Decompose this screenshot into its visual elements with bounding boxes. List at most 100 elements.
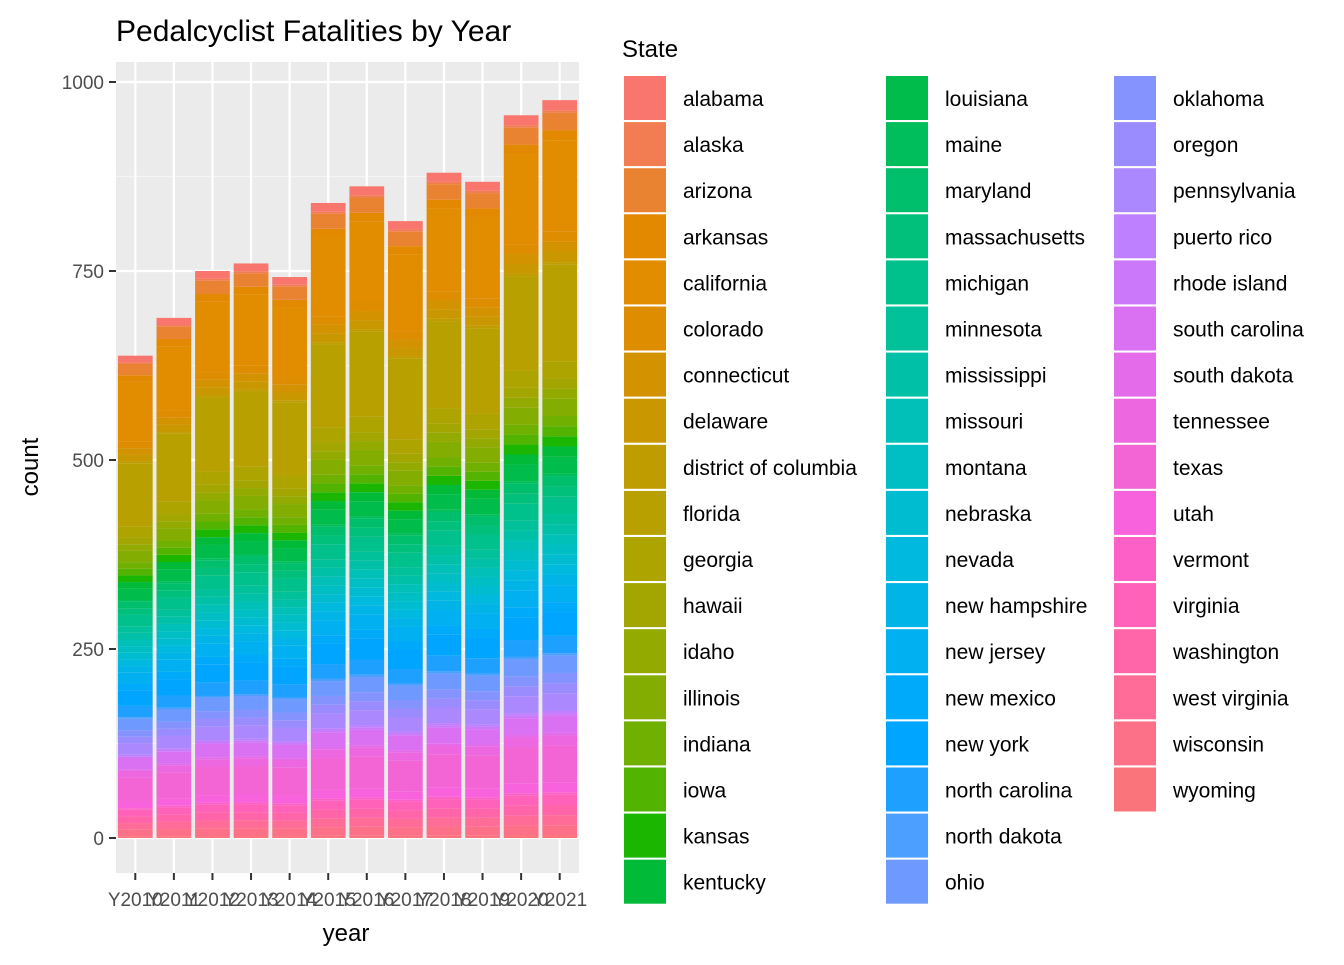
bar-segment-louisiana (542, 456, 578, 474)
bar-segment-michigan (195, 575, 230, 590)
bar-segment-indiana (349, 465, 385, 475)
legend-key (624, 537, 666, 581)
bar-segment-arkansas (388, 246, 423, 255)
bar-segment-west-virginia (465, 817, 500, 827)
bar-segment-indiana (465, 462, 500, 472)
bar-segment-virginia (195, 804, 230, 813)
bar-segment-kentucky (156, 562, 192, 570)
bar-segment-nevada (388, 609, 423, 619)
bar-segment-mississippi (465, 558, 500, 568)
x-tick-label: Y2020 (494, 890, 549, 911)
bar-segment-new-hampshire (117, 666, 153, 673)
bar-segment-district-of-columbia (426, 318, 462, 322)
bar-segment-indiana (272, 517, 307, 525)
legend-key (624, 629, 666, 674)
bar-segment-ohio (156, 709, 192, 722)
bar-segment-oregon (310, 704, 346, 714)
legend-key (1114, 675, 1156, 720)
bar-segment-new-jersey (272, 645, 307, 659)
bar-segment-virginia (503, 795, 539, 806)
bar-segment-new-hampshire (272, 638, 307, 646)
bar-segment-florida (349, 331, 385, 417)
bar-segment-vermont (117, 808, 153, 810)
legend-key (886, 398, 928, 443)
bar-segment-california (465, 217, 500, 299)
bar-segment-south-dakota (195, 757, 230, 760)
bar-segment-massachusetts (388, 544, 423, 553)
bar-segment-south-carolina (542, 715, 578, 733)
bar-segment-washington (503, 805, 539, 816)
legend-label: massachusetts (945, 226, 1085, 249)
bar-segment-georgia (272, 475, 307, 489)
legend-key (624, 583, 666, 628)
bar-segment-wyoming (233, 836, 269, 838)
bar-segment-indiana (195, 513, 230, 522)
bar-segment-wisconsin (272, 828, 307, 837)
legend-key (886, 675, 928, 720)
bar-segment-idaho (195, 492, 230, 501)
bar-segment-north-carolina (465, 658, 500, 674)
bar-segment-louisiana (117, 588, 153, 600)
x-axis-label: year (323, 920, 370, 947)
bar-segment-louisiana (310, 509, 346, 525)
bar-segment-west-virginia (388, 818, 423, 828)
bar-segment-texas (503, 747, 539, 784)
legend-key (886, 490, 928, 535)
legend-key (1114, 122, 1156, 167)
bar-segment-mississippi (542, 524, 578, 535)
bar-segment-maine (272, 561, 307, 564)
bar-segment-wyoming (117, 836, 153, 838)
bar-segment-maine (233, 554, 269, 557)
bar-segment-new-jersey (156, 659, 192, 672)
legend-key (624, 859, 666, 904)
bar-segment-florida (426, 321, 462, 409)
bar-segment-vermont (465, 797, 500, 800)
bar-segment-puerto-rico (117, 754, 153, 757)
bar-segment-missouri (426, 564, 462, 574)
legend-key (1114, 306, 1156, 351)
bar-segment-maine (310, 524, 346, 527)
bar-segment-maine (503, 481, 539, 484)
bar-segment-district-of-columbia (233, 389, 269, 392)
bar-segment-new-hampshire (195, 635, 230, 644)
bar-segment-washington (156, 814, 192, 822)
bar-segment-massachusetts (503, 493, 539, 504)
bar-segment-arizona (388, 231, 423, 247)
legend-label: arizona (683, 180, 752, 203)
legend-key (624, 490, 666, 535)
bar-segment-alaska (310, 211, 346, 214)
bar-segment-west-virginia (195, 820, 230, 829)
bar-segment-delaware (503, 263, 539, 274)
bar-segment-new-mexico (272, 658, 307, 667)
bar-segment-connecticut (117, 448, 153, 455)
bar-segment-indiana (233, 509, 269, 518)
bar-segment-delaware (195, 387, 230, 396)
bar-segment-pennsylvania (156, 735, 192, 749)
bar-segment-west-virginia (156, 821, 192, 830)
bar-segment-idaho (503, 397, 539, 408)
bar-segment-nevada (195, 628, 230, 636)
bar-segment-new-mexico (117, 683, 153, 691)
bar-segment-puerto-rico (195, 740, 230, 743)
legend-label: hawaii (683, 595, 743, 618)
bar-segment-new-hampshire (349, 605, 385, 615)
bar-segment-north-dakota (272, 697, 307, 700)
bar-segment-wisconsin (542, 825, 578, 836)
bar-segment-north-dakota (388, 683, 423, 686)
bar-segment-hawaii (272, 488, 307, 497)
bar-segment-nebraska (542, 554, 578, 565)
bar-segment-alabama (117, 355, 153, 363)
bar-segment-louisiana (233, 541, 269, 555)
legend-key (1114, 352, 1156, 397)
legend-key (886, 859, 928, 904)
bar-segment-nebraska (310, 594, 346, 603)
bar-segment-colorado (310, 316, 346, 325)
x-tick-label: Y2016 (339, 890, 394, 911)
bar-segment-rhode-island (542, 713, 578, 716)
bar-segment-mississippi (117, 632, 153, 640)
bar-segment-maryland (542, 476, 578, 487)
bar-segment-west-virginia (233, 820, 269, 829)
legend-key (624, 306, 666, 351)
bar-segment-arkansas (195, 294, 230, 302)
x-tick-label: Y2019 (455, 890, 510, 911)
